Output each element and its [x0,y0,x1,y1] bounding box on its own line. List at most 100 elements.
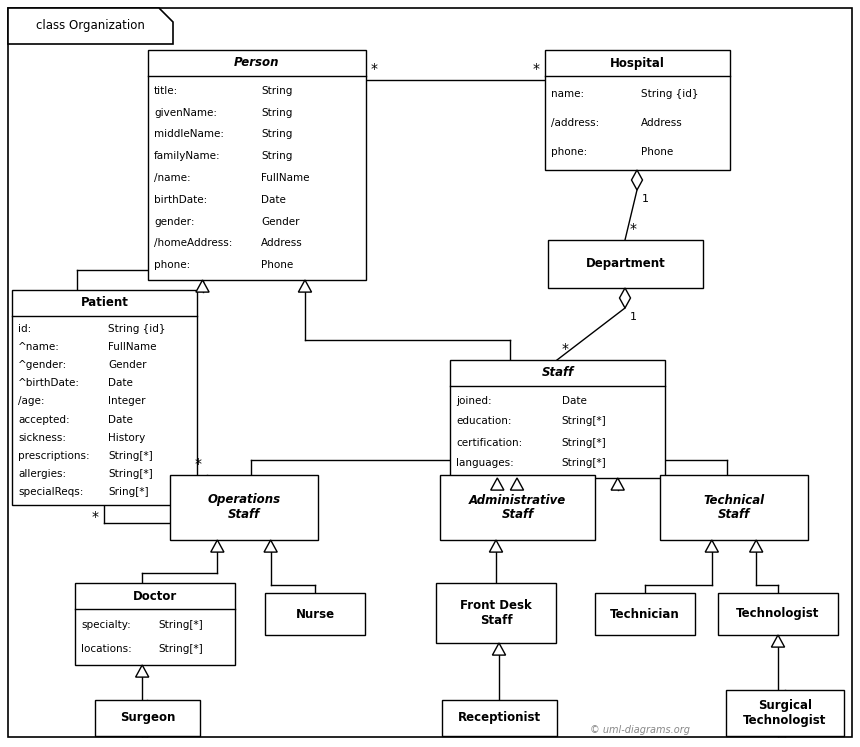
Text: 1: 1 [642,194,649,204]
Bar [440,475,595,540]
Text: Staff: Staff [542,367,574,379]
Polygon shape [750,540,763,552]
Text: Technologist: Technologist [736,607,820,621]
Text: String[*]: String[*] [562,438,606,447]
Text: 1: 1 [630,312,637,322]
Text: String: String [261,129,292,140]
Text: Front Desk
Staff: Front Desk Staff [460,599,531,627]
Text: History: History [108,433,145,443]
Text: allergies:: allergies: [18,469,66,479]
Text: specialty:: specialty: [81,620,131,630]
Text: /address:: /address: [551,118,599,128]
Text: Operations
Staff: Operations Staff [207,494,280,521]
Text: Technical
Staff: Technical Staff [703,494,765,521]
Text: String[*]: String[*] [562,459,606,468]
Polygon shape [771,635,784,647]
Text: Doctor: Doctor [133,589,177,603]
Text: middleName:: middleName: [154,129,224,140]
Text: Integer: Integer [108,397,145,406]
Polygon shape [489,540,502,552]
Polygon shape [510,478,524,490]
Bar [12,290,197,505]
Bar [548,240,703,288]
Text: Phone: Phone [642,146,673,157]
Text: String: String [261,108,292,118]
Text: Date: Date [108,415,133,424]
Text: String: String [261,86,292,96]
Text: /age:: /age: [18,397,45,406]
Bar [265,593,365,635]
Text: String[*]: String[*] [158,644,203,654]
Text: Phone: Phone [261,260,293,270]
Text: String[*]: String[*] [108,450,153,461]
Text: phone:: phone: [154,260,190,270]
Text: *: * [562,342,569,356]
Bar [442,700,557,736]
Text: FullName: FullName [108,342,157,352]
Polygon shape [611,478,624,490]
Text: String {id}: String {id} [108,324,166,334]
Text: sickness:: sickness: [18,433,66,443]
Bar [75,583,235,665]
Text: prescriptions:: prescriptions: [18,450,89,461]
Text: Receptionist: Receptionist [458,711,541,725]
Text: id:: id: [18,324,31,334]
Polygon shape [211,540,224,552]
Text: joined:: joined: [456,395,492,406]
Text: *: * [371,62,378,76]
Text: givenName:: givenName: [154,108,217,118]
Text: String {id}: String {id} [642,90,698,99]
Text: FullName: FullName [261,173,310,183]
Text: Gender: Gender [261,217,300,226]
Text: Nurse: Nurse [296,607,335,621]
Text: String: String [261,151,292,161]
Text: accepted:: accepted: [18,415,70,424]
Text: /name:: /name: [154,173,191,183]
Text: phone:: phone: [551,146,587,157]
Text: String[*]: String[*] [562,417,606,427]
Text: Date: Date [562,395,587,406]
Text: specialReqs:: specialReqs: [18,487,83,497]
Bar [660,475,808,540]
Text: locations:: locations: [81,644,132,654]
Bar [595,593,695,635]
Polygon shape [264,540,277,552]
Polygon shape [491,478,504,490]
Text: ^name:: ^name: [18,342,60,352]
Polygon shape [8,8,173,44]
Bar [545,50,730,170]
Text: class Organization: class Organization [35,19,144,33]
Bar [436,583,556,643]
Polygon shape [298,280,311,292]
Text: *: * [195,457,202,471]
Text: Administrative
Staff: Administrative Staff [469,494,566,521]
Text: certification:: certification: [456,438,522,447]
Text: Person: Person [234,57,280,69]
Text: Department: Department [586,258,666,270]
Text: birthDate:: birthDate: [154,195,207,205]
Text: title:: title: [154,86,178,96]
Text: String[*]: String[*] [158,620,203,630]
Polygon shape [619,288,630,308]
Text: Address: Address [642,118,683,128]
Bar [450,360,665,478]
Polygon shape [705,540,718,552]
Text: Hospital: Hospital [610,57,665,69]
Text: /homeAddress:: /homeAddress: [154,238,232,248]
Text: © uml-diagrams.org: © uml-diagrams.org [590,725,690,735]
Text: Patient: Patient [81,297,128,309]
Polygon shape [196,280,209,292]
Text: gender:: gender: [154,217,194,226]
Text: ^birthDate:: ^birthDate: [18,378,80,388]
Text: ^gender:: ^gender: [18,360,67,371]
Bar [726,690,844,736]
Bar [148,50,366,280]
Polygon shape [136,665,149,677]
Text: languages:: languages: [456,459,513,468]
Text: Surgeon: Surgeon [120,711,175,725]
Text: Date: Date [108,378,133,388]
Text: *: * [533,62,540,76]
Bar [95,700,200,736]
Text: String[*]: String[*] [108,469,153,479]
Polygon shape [631,170,642,190]
